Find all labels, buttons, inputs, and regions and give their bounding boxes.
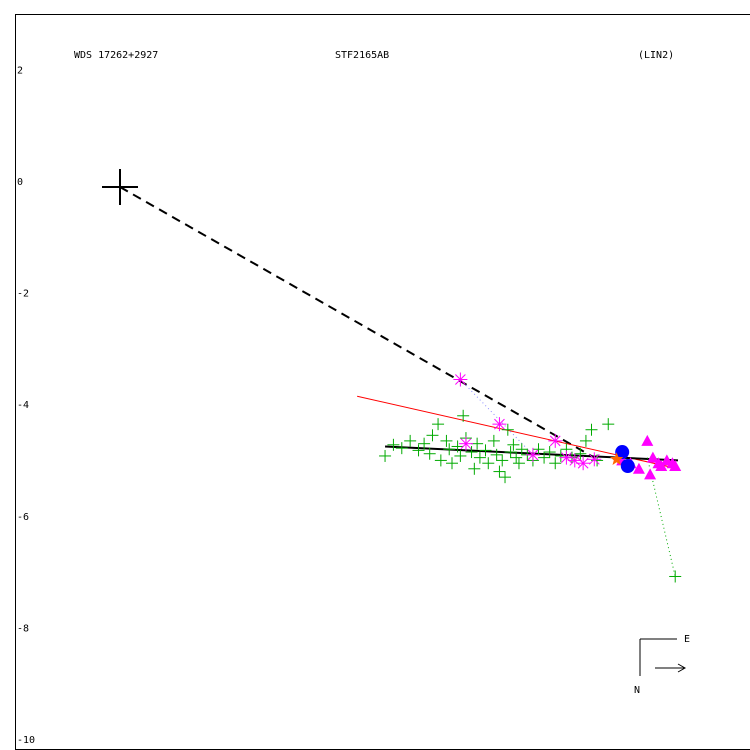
plus-marker — [602, 418, 615, 431]
y-tick-label: 0 — [17, 177, 23, 188]
asterisk-marker — [587, 452, 602, 467]
plus-marker — [423, 447, 436, 460]
plus-marker — [501, 423, 514, 436]
plus-marker — [512, 457, 525, 470]
triangle-marker — [632, 462, 645, 474]
compass-north-label: N — [634, 685, 640, 696]
plus-marker — [404, 434, 417, 447]
y-tick-label: 2 — [17, 65, 23, 76]
plus-marker — [446, 457, 459, 470]
primary-star-marker — [102, 169, 138, 205]
plus-marker — [493, 465, 506, 478]
plus-marker — [504, 446, 517, 459]
triangle-marker — [646, 451, 659, 463]
triangle-marker — [655, 460, 668, 471]
header-system-name: STF2165AB — [335, 50, 389, 61]
plus-marker — [507, 438, 520, 451]
asterisk-marker — [453, 372, 468, 387]
motion-arrow-icon — [655, 663, 687, 673]
circle-marker — [620, 459, 635, 473]
plus-marker — [379, 449, 392, 462]
plus-marker — [543, 446, 556, 459]
plus-marker — [443, 443, 456, 456]
y-tick-label: -4 — [17, 400, 29, 411]
circle-marker — [615, 445, 630, 460]
residual-dotted-line — [460, 379, 534, 456]
triangle-marker — [669, 460, 682, 471]
triangle-marker — [644, 468, 657, 480]
fit-lines — [119, 186, 679, 577]
plus-marker — [487, 434, 500, 447]
plus-marker — [440, 434, 453, 447]
projection-line — [119, 186, 595, 459]
asterisk-marker — [525, 447, 540, 462]
plus-marker — [532, 443, 545, 456]
y-tick-label: -10 — [17, 735, 35, 746]
asterisk-marker — [576, 456, 591, 471]
plus-marker — [457, 409, 470, 422]
triangle-marker — [641, 434, 654, 446]
plus-marker — [426, 429, 439, 442]
plus-marker — [395, 442, 408, 455]
y-tick-label: -2 — [17, 289, 29, 300]
data-points — [379, 372, 682, 583]
plus-marker — [515, 443, 528, 456]
plus-marker — [549, 457, 562, 470]
plus-marker — [473, 451, 486, 464]
plus-marker — [454, 449, 467, 462]
plus-marker — [669, 570, 682, 583]
plus-marker — [434, 454, 447, 467]
plus-marker — [387, 438, 400, 451]
plus-marker — [482, 457, 495, 470]
plus-marker — [538, 451, 551, 464]
plus-marker — [465, 446, 478, 459]
header-wds-id: WDS 17262+2927 — [74, 50, 158, 61]
plus-marker — [496, 454, 509, 467]
header-orbit-code: (LIN2) — [638, 50, 674, 61]
plus-marker — [468, 462, 481, 475]
plus-marker — [418, 437, 431, 450]
plus-marker — [574, 447, 587, 460]
plus-marker — [471, 437, 484, 450]
plus-marker — [432, 418, 445, 431]
y-tick-label: -6 — [17, 512, 29, 523]
asterisk-marker — [567, 453, 582, 468]
asterisk-marker — [458, 436, 473, 451]
plus-marker — [499, 471, 512, 484]
y-axis-ticks: 2 0 -2 -4 -6 -8 -10 — [17, 65, 35, 746]
plus-marker — [490, 448, 503, 461]
plus-marker — [479, 444, 492, 457]
asterisk-marker — [548, 433, 563, 448]
plus-marker — [451, 440, 464, 453]
asterisk-marker — [492, 417, 507, 432]
plus-marker — [585, 423, 598, 436]
plus-marker — [412, 444, 425, 457]
plus-marker — [579, 434, 592, 447]
compass: E N — [634, 634, 690, 696]
asterisk-marker — [559, 450, 574, 465]
compass-east-label: E — [684, 634, 690, 645]
y-tick-label: -8 — [17, 623, 29, 634]
star-marker — [610, 452, 624, 465]
plus-marker — [510, 451, 523, 464]
